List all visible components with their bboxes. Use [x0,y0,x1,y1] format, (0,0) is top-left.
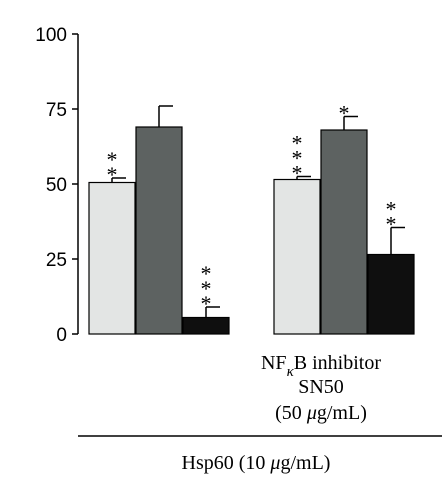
significance-star: * [292,146,303,171]
significance-star: * [386,197,397,222]
significance-star: * [201,261,212,286]
significance-star: * [292,161,303,186]
group2-label-line3: (50 μg/mL) [275,402,367,424]
group2-label-line2: SN50 [298,376,344,398]
y-tick-label: 50 [46,175,67,196]
x-axis-label: Hsp60 (10 μg/mL) [182,452,331,474]
significance-star: * [107,162,118,187]
bar-1-3 [182,316,230,335]
y-tick-label: 75 [46,100,67,121]
significance-star: * [339,101,350,126]
bar-2-3 [367,253,415,335]
significance-star: * [292,131,303,156]
significance-star: * [107,147,118,172]
y-tick-label: 100 [35,25,67,46]
group2-label-line1: NFκB inhibitor [261,352,381,380]
significance-star: * [201,291,212,316]
significance-star: * [386,212,397,237]
bar-1-2 [135,126,183,335]
y-tick-label: 25 [46,250,67,271]
y-tick-label: 0 [56,325,67,346]
significance-annotations: *********** [107,101,397,317]
bar-2-2 [320,129,368,335]
y-axis: 0 25 50 75 100 [35,25,79,346]
bars-layer [88,105,415,335]
significance-star: * [201,276,212,301]
bar-2-1 [273,178,321,335]
bar-1-1 [88,181,136,335]
